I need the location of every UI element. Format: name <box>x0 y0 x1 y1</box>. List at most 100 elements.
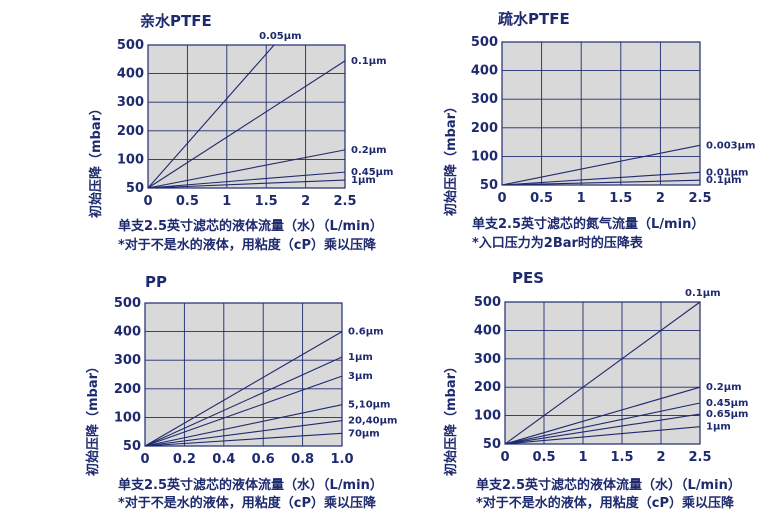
chart-2-series-line <box>144 432 343 447</box>
chart-3-x-tick-label: 1.5 <box>610 450 633 465</box>
chart-3-x-tick-label: 2 <box>656 450 665 465</box>
chart-0-x-axis-label: 单支2.5英寸滤芯的液体流量（水）（L/min） <box>118 218 383 234</box>
chart-1-y-tick-label: 50 <box>480 178 498 193</box>
chart-1-plot-area <box>501 41 701 186</box>
chart-2-y-tick-label: 100 <box>114 410 141 425</box>
chart-1-y-tick-label: 400 <box>471 64 498 79</box>
chart-0-series-line <box>147 179 346 189</box>
chart-3-series-line <box>504 413 701 445</box>
chart-1-x-tick-label: 0.5 <box>530 191 553 206</box>
chart-2-series-label: 5,10μm <box>348 400 390 411</box>
chart-2-x-tick-label: 0 <box>140 452 149 467</box>
chart-3-series-label: 0.45μm <box>706 398 748 409</box>
chart-1-x-tick-label: 1.5 <box>609 191 632 206</box>
chart-1-x-tick-label: 0 <box>497 191 506 206</box>
chart-0-series-label: 0.1μm <box>351 56 387 67</box>
chart-1-series-line <box>501 171 701 186</box>
chart-0-x-tick-label: 2 <box>301 194 310 209</box>
chart-1-x-tick-label: 2.5 <box>688 191 711 206</box>
chart-3-y-tick-label: 400 <box>474 323 501 338</box>
chart-1-x-tick-label: 2 <box>656 191 665 206</box>
chart-0-series-label: 0.05μm <box>259 31 301 42</box>
chart-0-series-label: 0.2μm <box>351 145 387 156</box>
chart-2-y-axis-label: 初始压降（mbar） <box>85 360 101 476</box>
chart-3-series-line <box>504 386 701 445</box>
chart-0-x-tick-label: 0 <box>143 194 152 209</box>
chart-1-note: *入口压力为2Bar时的压降表 <box>472 235 644 251</box>
chart-1-series-label: 0.1μm <box>706 175 742 186</box>
chart-2-series-label: 3μm <box>348 371 373 382</box>
chart-3-y-tick-label: 200 <box>474 380 501 395</box>
chart-3-series-label: 0.2μm <box>706 382 742 393</box>
chart-0-series-label: 1μm <box>351 175 376 186</box>
chart-2-note: *对于不是水的液体，用粘度（cP）乘以压降 <box>118 495 377 511</box>
chart-2-series-line <box>144 404 343 447</box>
chart-0-series-line <box>147 171 346 189</box>
chart-1-x-axis-label: 单支2.5英寸滤芯的氮气流量（L/min） <box>472 216 704 232</box>
chart-2-series-label: 70μm <box>348 428 380 439</box>
chart-3-title: PES <box>512 269 544 287</box>
chart-1-y-tick-label: 200 <box>471 121 498 136</box>
chart-2-x-tick-label: 0.2 <box>173 452 196 467</box>
chart-3-y-tick-label: 50 <box>483 437 501 452</box>
chart-3-x-tick-label: 0.5 <box>532 450 555 465</box>
chart-0-x-tick-label: 0.5 <box>176 194 199 209</box>
chart-3-series-line <box>504 402 701 445</box>
chart-2-series-label: 1μm <box>348 352 373 363</box>
chart-0-y-tick-label: 500 <box>117 38 144 53</box>
chart-2-series-line <box>144 420 343 447</box>
chart-3-series-label: 0.65μm <box>706 409 748 420</box>
chart-3-x-axis-label: 单支2.5英寸滤芯的液体流量（水）（L/min） <box>476 477 741 493</box>
chart-0-y-tick-label: 200 <box>117 124 144 139</box>
chart-2-series-line <box>144 356 343 447</box>
chart-0-note: *对于不是水的液体，用粘度（cP）乘以压降 <box>118 237 377 253</box>
chart-3-y-tick-label: 500 <box>474 295 501 310</box>
chart-0-series-label: 0.45μm <box>351 167 393 178</box>
chart-0-series-line <box>147 149 346 189</box>
chart-2-x-tick-label: 0.8 <box>291 452 314 467</box>
chart-2-title: PP <box>145 273 167 291</box>
chart-0-y-tick-label: 400 <box>117 67 144 82</box>
chart-0-y-tick-label: 300 <box>117 95 144 110</box>
chart-1-series-label: 0.003μm <box>706 140 755 151</box>
chart-3-y-tick-label: 100 <box>474 409 501 424</box>
chart-2-series-label: 0.6μm <box>348 327 384 338</box>
chart-3-note: *对于不是水的液体，用粘度（cP）乘以压降 <box>476 495 735 511</box>
chart-1-y-tick-label: 100 <box>471 149 498 164</box>
chart-0-x-tick-label: 2.5 <box>333 194 356 209</box>
chart-3-y-axis-label: 初始压降（mbar） <box>443 360 459 476</box>
chart-2-y-tick-label: 400 <box>114 325 141 340</box>
chart-0-title: 亲水PTFE <box>140 12 212 30</box>
chart-2-plot-area <box>144 302 343 447</box>
chart-0-y-axis-label: 初始压降（mbar） <box>88 102 104 218</box>
chart-0-plot-area <box>147 44 346 189</box>
chart-2-y-tick-label: 200 <box>114 382 141 397</box>
chart-1-title: 疏水PTFE <box>498 10 570 28</box>
chart-3-series-label: 1μm <box>706 422 731 433</box>
chart-1-y-axis-label: 初始压降（mbar） <box>443 100 459 216</box>
chart-0-y-tick-label: 100 <box>117 152 144 167</box>
chart-2-series-line <box>144 331 343 447</box>
chart-1-series-line <box>501 179 701 186</box>
chart-3-x-tick-label: 0 <box>500 450 509 465</box>
chart-0-x-tick-label: 1 <box>222 194 231 209</box>
chart-3-y-tick-label: 300 <box>474 352 501 367</box>
chart-3-series-line <box>504 426 701 445</box>
chart-2-y-tick-label: 50 <box>123 439 141 454</box>
chart-0-series-line <box>147 60 346 189</box>
chart-2-y-tick-label: 500 <box>114 296 141 311</box>
chart-0-series-line <box>147 44 275 189</box>
chart-2-series-line <box>144 375 343 447</box>
chart-3-series-line <box>504 301 701 445</box>
chart-0-y-tick-label: 50 <box>126 181 144 196</box>
chart-2-x-tick-label: 0.4 <box>212 452 235 467</box>
chart-2-series-label: 20,40μm <box>348 416 397 427</box>
chart-1-y-tick-label: 300 <box>471 92 498 107</box>
chart-2-x-tick-label: 0.6 <box>252 452 275 467</box>
chart-3-x-tick-label: 2.5 <box>688 450 711 465</box>
chart-1-x-tick-label: 1 <box>577 191 586 206</box>
chart-1-y-tick-label: 500 <box>471 35 498 50</box>
chart-2-x-axis-label: 单支2.5英寸滤芯的液体流量（水）（L/min） <box>118 477 383 493</box>
chart-3-series-label: 0.1μm <box>685 288 721 299</box>
